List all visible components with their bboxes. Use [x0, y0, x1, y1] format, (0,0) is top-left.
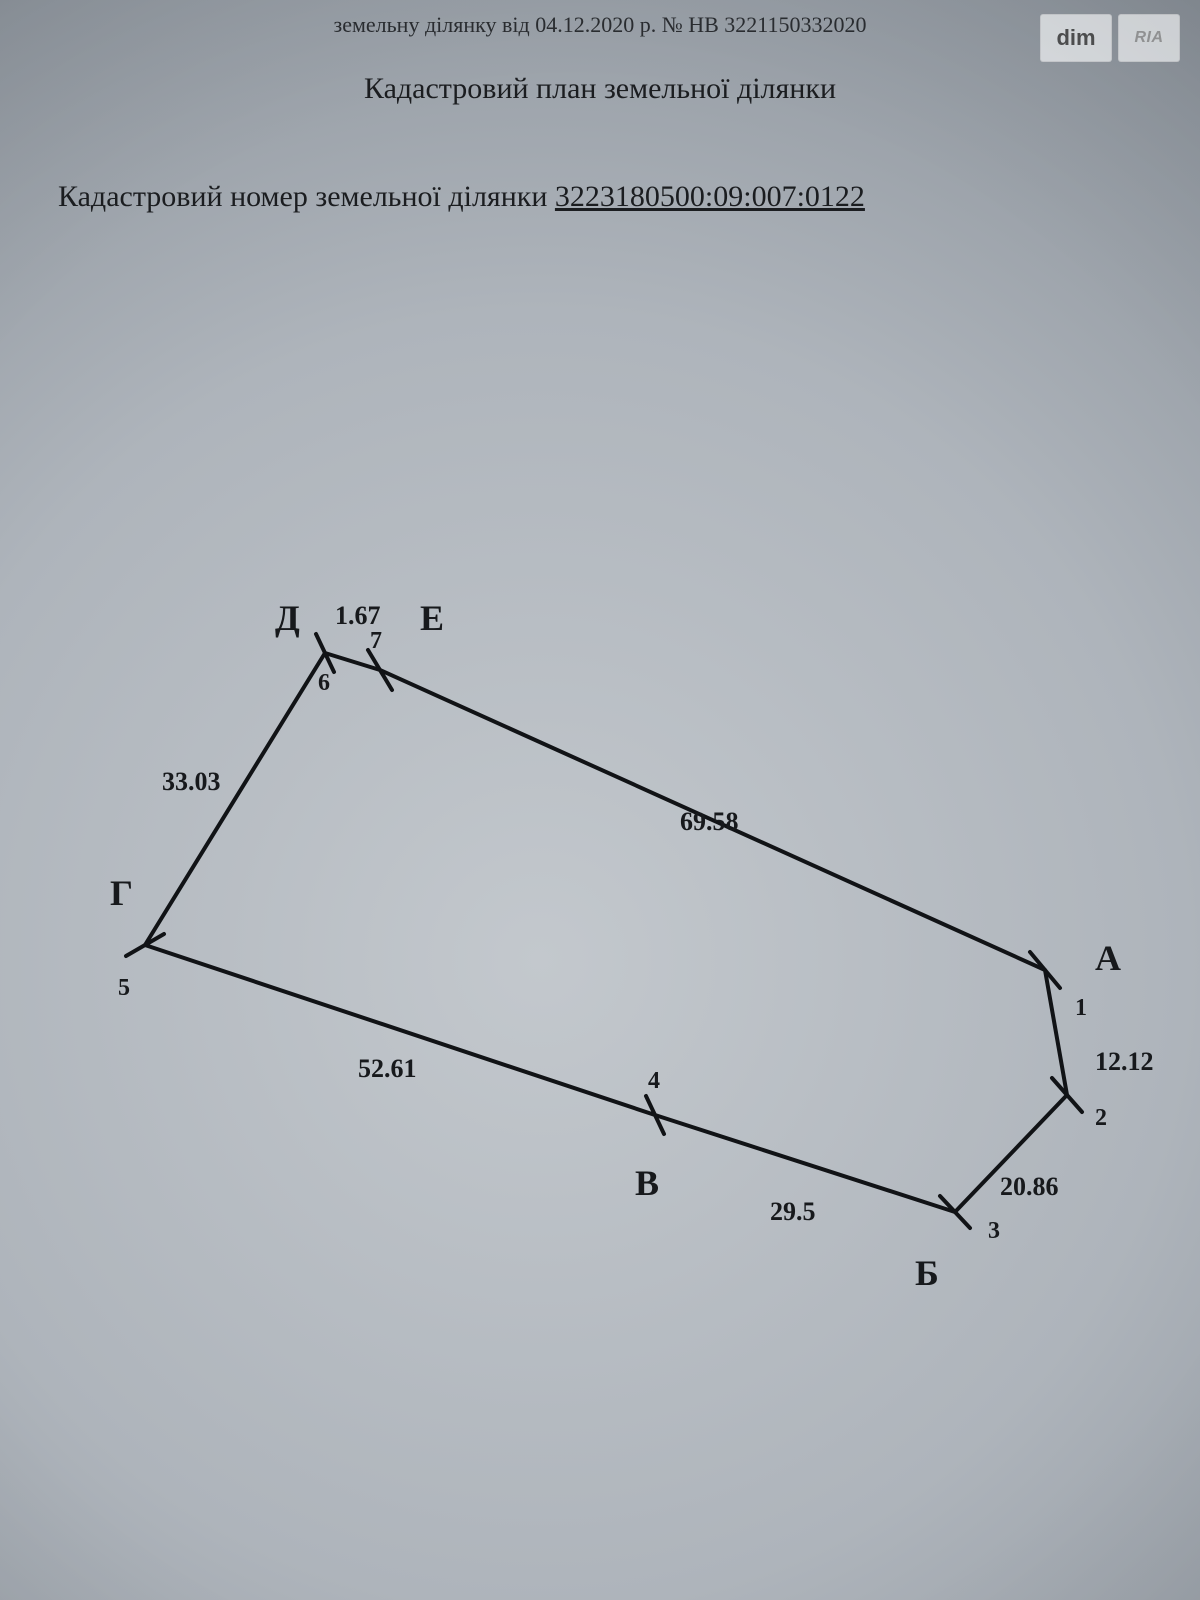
edge-length-label: 69.58	[680, 807, 739, 836]
edge-length-label: 1.67	[335, 601, 381, 630]
document-page: земельну ділянку від 04.12.2020 р. № НВ …	[0, 0, 1200, 1600]
vertex-label: Б	[915, 1253, 939, 1293]
vertex-tick	[368, 650, 392, 690]
edge-length-label: 20.86	[1000, 1172, 1059, 1201]
vertex-label: Е	[420, 598, 444, 638]
point-label: 1	[1075, 995, 1087, 1021]
point-label: 4	[648, 1068, 660, 1094]
point-label: 2	[1095, 1105, 1107, 1131]
vertex-label: А	[1095, 938, 1121, 978]
parcel-outline	[145, 653, 1067, 1212]
point-label: 3	[988, 1218, 1000, 1244]
point-label: 5	[118, 975, 130, 1001]
edge-length-label: 33.03	[162, 767, 221, 796]
point-label: 7	[370, 628, 382, 654]
point-label: 6	[318, 670, 330, 696]
cadastral-plan-diagram: А Б В Г Д Е 1 2 3 4 5 6 7 12.12 20.86 29.5 52.61 33.03 1.6…	[0, 0, 1200, 1600]
vertex-tick	[1030, 952, 1060, 988]
edge-length-label: 52.61	[358, 1054, 417, 1083]
vertex-label: Д	[275, 598, 300, 638]
vertex-tick	[126, 934, 164, 956]
vertex-label: Г	[110, 873, 133, 913]
edge-length-label: 29.5	[770, 1197, 816, 1226]
edge-length-label: 12.12	[1095, 1047, 1154, 1076]
vertex-label: В	[635, 1163, 659, 1203]
